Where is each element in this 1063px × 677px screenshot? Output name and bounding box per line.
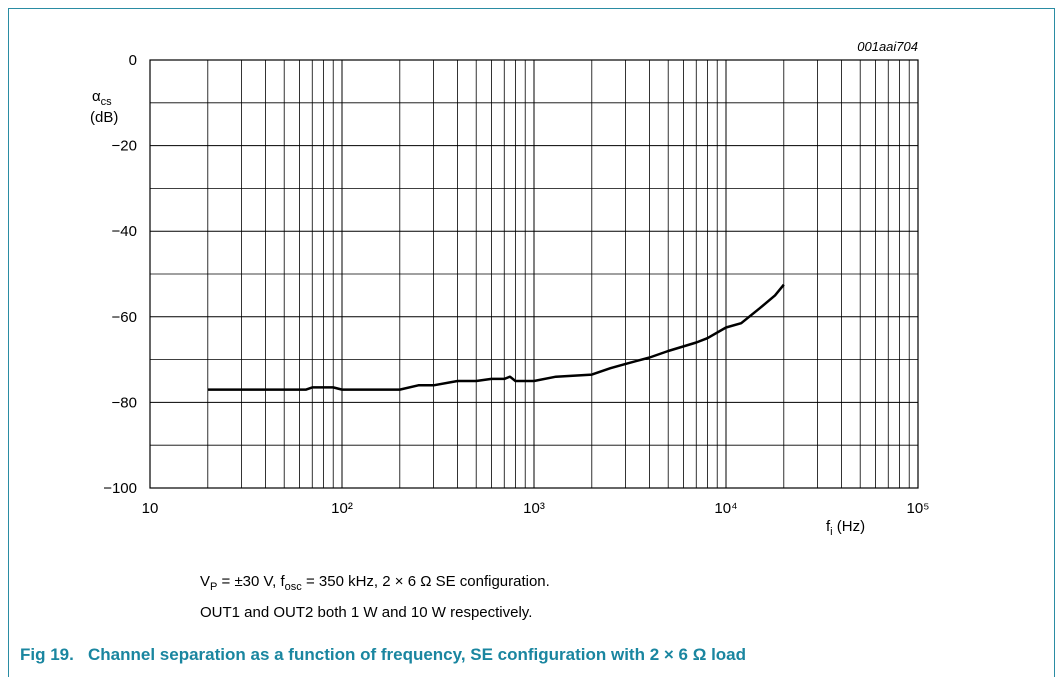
caption: Fig 19. Channel separation as a function… <box>20 645 747 664</box>
y-tick-label: −40 <box>112 223 137 240</box>
note-text: P <box>210 581 218 593</box>
x-tick-label: 10² <box>331 500 353 517</box>
x-tick-label: 10⁴ <box>714 500 737 517</box>
note: OUT1 and OUT2 both 1 W and 10 W respecti… <box>200 604 532 621</box>
y-tick-label: −80 <box>112 394 137 411</box>
y-label-sub: cs <box>101 96 113 108</box>
note-text: osc <box>284 581 302 593</box>
plot-frame <box>149 59 919 489</box>
x-axis-label: fi (Hz) <box>826 518 865 538</box>
x-tick-label: 10 <box>142 500 159 517</box>
data-line <box>207 283 785 391</box>
y-axis-label: αcs <box>92 88 112 108</box>
x-tick-label: 10⁵ <box>907 500 930 517</box>
y-tick-label: 0 <box>129 52 137 69</box>
note-text: OUT1 and OUT2 both 1 W and 10 W respecti… <box>200 604 533 621</box>
x-label-sub: i <box>830 526 832 538</box>
figure-code: 001aai704 <box>857 39 918 54</box>
y-tick-label: −60 <box>112 309 137 326</box>
x-tick-label: 10³ <box>523 500 545 517</box>
y-tick-label: −100 <box>103 480 137 497</box>
y-tick-label: −20 <box>112 138 137 155</box>
x-label-unit: (Hz) <box>833 518 866 535</box>
y-label-main: α <box>92 88 101 105</box>
figure-border <box>8 8 1055 677</box>
x-label-main: f <box>826 518 831 535</box>
note-text: = ±30 V, f <box>217 573 285 590</box>
y-axis-unit: (dB) <box>90 109 118 126</box>
note-text: V <box>200 573 211 590</box>
grid <box>149 59 919 489</box>
note: VP = ±30 V, fosc = 350 kHz, 2 × 6 Ω SE c… <box>200 573 550 593</box>
note-text: = 350 kHz, 2 × 6 Ω SE configuration. <box>301 573 550 590</box>
